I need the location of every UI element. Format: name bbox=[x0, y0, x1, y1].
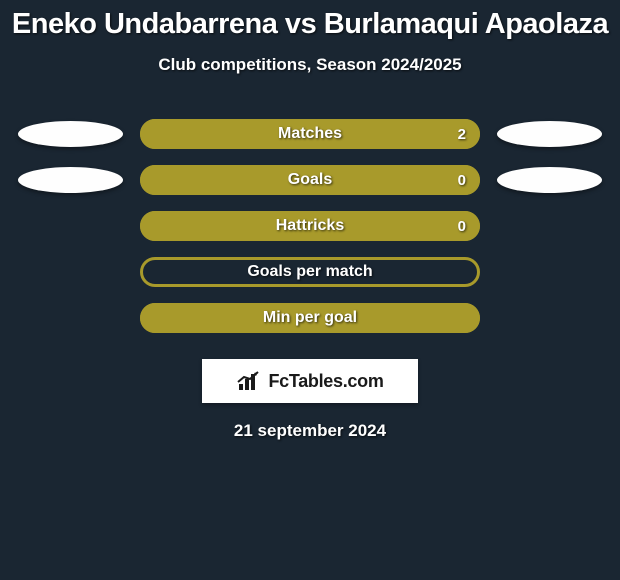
player-right-marker bbox=[497, 121, 602, 147]
stat-bar: Matches2 bbox=[140, 119, 480, 149]
stat-row: Hattricks0 bbox=[10, 203, 610, 249]
chart-bars-icon bbox=[236, 370, 262, 392]
logo-text: FcTables.com bbox=[268, 371, 383, 392]
page-title: Eneko Undabarrena vs Burlamaqui Apaolaza bbox=[0, 0, 620, 41]
stat-value: 0 bbox=[458, 165, 466, 195]
player-left-marker bbox=[18, 121, 123, 147]
stat-bar: Goals0 bbox=[140, 165, 480, 195]
stat-label: Hattricks bbox=[140, 211, 480, 241]
fctables-logo[interactable]: FcTables.com bbox=[202, 359, 418, 403]
stat-bar: Goals per match bbox=[140, 257, 480, 287]
subtitle: Club competitions, Season 2024/2025 bbox=[0, 55, 620, 75]
stat-label: Matches bbox=[140, 119, 480, 149]
comparison-chart: Matches2Goals0Hattricks0Goals per matchM… bbox=[0, 111, 620, 341]
stat-bar: Min per goal bbox=[140, 303, 480, 333]
player-right-marker bbox=[497, 167, 602, 193]
stat-row: Goals0 bbox=[10, 157, 610, 203]
stat-value: 0 bbox=[458, 211, 466, 241]
stat-label: Goals bbox=[140, 165, 480, 195]
stat-value: 2 bbox=[458, 119, 466, 149]
stat-label: Min per goal bbox=[140, 303, 480, 333]
date-line: 21 september 2024 bbox=[0, 421, 620, 441]
stat-label: Goals per match bbox=[140, 257, 480, 287]
stat-row: Goals per match bbox=[10, 249, 610, 295]
player-left-marker bbox=[18, 167, 123, 193]
stat-bar: Hattricks0 bbox=[140, 211, 480, 241]
stat-row: Matches2 bbox=[10, 111, 610, 157]
stat-row: Min per goal bbox=[10, 295, 610, 341]
